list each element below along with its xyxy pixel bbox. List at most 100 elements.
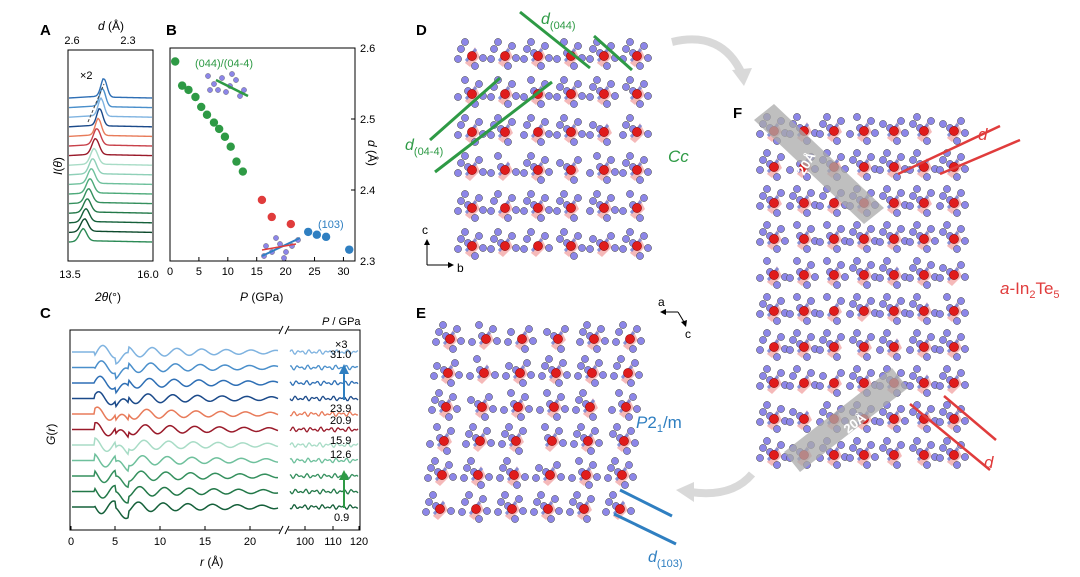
te-atom [494,38,502,46]
te-atom [494,190,502,198]
te-atom [583,321,591,329]
in-atom [799,378,809,388]
inset-atom [207,87,213,93]
in-atom [829,450,839,460]
in-atom [566,241,576,251]
te-atom [460,474,468,482]
te-atom [756,382,764,390]
te-atom [943,365,951,373]
te-atom [445,461,453,469]
te-atom [566,508,574,516]
in-atom [889,126,899,136]
panel-c-pressure-header: P / GPa [322,316,361,328]
in-atom [515,368,525,378]
te-atom [557,393,565,401]
te-atom [773,461,781,469]
panel-a-top-tick-1: 2.6 [64,35,79,47]
panel-a-curve [68,96,153,118]
te-atom [603,138,611,146]
in-atom [441,402,451,412]
te-atom [906,202,914,210]
panel-f-band-top: 20Å [754,104,884,224]
te-atom [532,474,540,482]
te-atom [586,169,594,177]
te-atom [961,381,969,389]
in-atom [435,504,445,514]
panel-b-xlabel: P (GPa) [240,290,283,304]
te-atom [644,54,652,62]
te-atom [586,245,594,253]
te-atom [961,237,969,245]
te-atom [523,359,531,367]
te-atom [622,235,630,243]
te-atom [943,437,951,445]
panel-b-x-tick-label: 20 [280,266,292,278]
te-atom [793,293,801,301]
te-atom [823,113,831,121]
inset-atom [241,87,247,93]
te-atom [906,382,914,390]
te-atom [897,189,905,197]
te-atom [936,382,944,390]
panel-a-curve [68,227,153,243]
te-atom [541,118,549,126]
panel-b-y-tick-label: 2.6 [360,43,375,55]
te-atom [589,45,597,53]
panel-b-annotation-044: (044)/(04-4) [195,58,253,70]
in-atom [799,414,809,424]
panel-c-curve-low-r [72,344,279,365]
te-atom [953,245,961,253]
te-atom [591,379,599,387]
te-atom [475,118,483,126]
panel-a-curve [68,137,153,157]
te-atom [515,495,523,503]
te-atom [883,293,891,301]
te-atom [871,453,879,461]
te-atom [589,413,597,421]
te-atom [497,498,505,506]
te-atom [793,113,801,121]
in-atom [533,165,543,175]
panel-a-curve [68,167,153,186]
te-atom [447,507,455,515]
te-atom [508,194,516,202]
te-atom [763,437,771,445]
te-atom [559,439,567,447]
te-atom [957,261,965,269]
inset-atom [215,87,221,93]
panel-a-curve [68,218,153,234]
te-atom [604,474,612,482]
te-atom [520,245,528,253]
panel-c-curve-high-r [289,472,359,480]
te-atom [627,379,635,387]
te-atom [897,441,905,449]
te-atom [906,310,914,318]
te-atom [823,293,831,301]
te-atom [545,244,553,252]
te-atom [807,369,815,377]
te-atom [553,131,561,139]
in-atom [632,203,642,213]
te-atom [756,418,764,426]
te-atom [773,317,781,325]
te-atom [453,405,461,413]
te-atom [759,372,767,380]
te-atom [913,365,921,373]
te-atom [777,369,785,377]
in-atom [919,378,929,388]
te-atom [586,131,594,139]
te-atom [502,372,510,380]
in-atom [859,270,869,280]
te-atom [537,491,545,499]
te-atom [494,228,502,236]
te-atom [909,228,917,236]
te-atom [593,345,601,353]
te-atom [575,457,583,465]
in-atom [566,165,576,175]
in-atom [585,402,595,412]
te-atom [622,83,630,91]
te-atom [756,202,764,210]
te-atom [876,274,884,282]
te-atom [537,138,545,146]
te-atom [633,325,641,333]
